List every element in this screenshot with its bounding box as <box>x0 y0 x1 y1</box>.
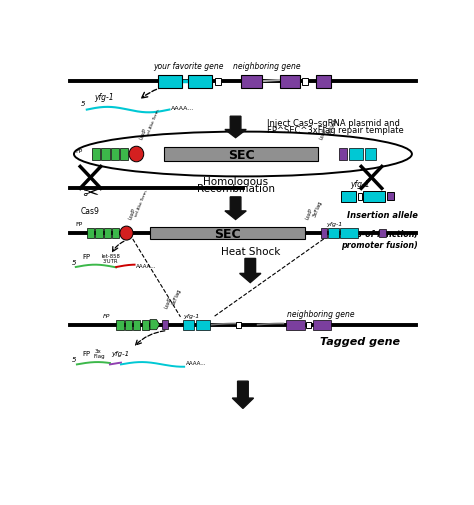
Text: (Loss-of function,: (Loss-of function, <box>338 230 418 239</box>
Text: Homologous: Homologous <box>203 176 268 186</box>
Text: AAAA...: AAAA... <box>171 106 194 111</box>
Text: Cas9: Cas9 <box>81 207 100 216</box>
Text: FP^SEC^3xFlag repair template: FP^SEC^3xFlag repair template <box>267 126 403 135</box>
Text: yfg-1: yfg-1 <box>110 350 129 356</box>
FancyBboxPatch shape <box>164 147 318 162</box>
Text: LoxP: LoxP <box>128 208 137 220</box>
Text: sel-Blst Term.: sel-Blst Term. <box>147 108 161 136</box>
FancyBboxPatch shape <box>349 149 364 161</box>
Text: LoxP: LoxP <box>138 127 147 140</box>
Text: Flag: Flag <box>94 354 106 359</box>
Text: Heat Shock: Heat Shock <box>220 246 280 256</box>
Text: AAAA...: AAAA... <box>186 360 207 365</box>
FancyBboxPatch shape <box>364 191 385 202</box>
Text: SEC: SEC <box>214 227 241 240</box>
FancyBboxPatch shape <box>120 149 128 161</box>
Text: 5: 5 <box>72 357 76 363</box>
Text: Insertion allele: Insertion allele <box>346 211 418 220</box>
FancyBboxPatch shape <box>316 75 331 88</box>
FancyArrow shape <box>232 381 254 409</box>
FancyBboxPatch shape <box>339 149 347 161</box>
FancyBboxPatch shape <box>188 75 212 88</box>
FancyBboxPatch shape <box>286 320 305 330</box>
Ellipse shape <box>74 132 412 177</box>
Text: Recombination: Recombination <box>197 184 274 194</box>
Text: yfg-1: yfg-1 <box>94 93 114 102</box>
Text: promoter fusion): promoter fusion) <box>341 241 418 249</box>
FancyBboxPatch shape <box>196 320 210 330</box>
Text: FP: FP <box>76 222 83 227</box>
Circle shape <box>129 147 144 163</box>
FancyBboxPatch shape <box>341 191 356 202</box>
Text: AAAA...: AAAA... <box>136 263 156 268</box>
Text: 3'UTR: 3'UTR <box>103 259 118 264</box>
Text: ✂: ✂ <box>82 184 99 203</box>
Text: FP: FP <box>82 350 90 356</box>
Text: neighboring gene: neighboring gene <box>287 309 355 318</box>
FancyBboxPatch shape <box>379 229 386 238</box>
Polygon shape <box>150 320 160 330</box>
FancyBboxPatch shape <box>357 193 362 200</box>
FancyBboxPatch shape <box>92 149 100 161</box>
Circle shape <box>120 227 133 241</box>
FancyBboxPatch shape <box>142 320 149 330</box>
FancyBboxPatch shape <box>110 149 119 161</box>
Text: 5: 5 <box>72 259 76 265</box>
FancyBboxPatch shape <box>313 320 331 330</box>
FancyBboxPatch shape <box>280 75 300 88</box>
Text: 3x: 3x <box>94 349 101 354</box>
Text: let-858: let-858 <box>101 254 120 259</box>
Text: LoxP: LoxP <box>164 296 173 309</box>
FancyArrow shape <box>225 117 246 138</box>
FancyBboxPatch shape <box>87 229 94 239</box>
Text: SEC: SEC <box>228 148 255 161</box>
Text: sel-Blst Term.: sel-Blst Term. <box>135 189 149 217</box>
Text: Inject Cas9–sgRNA plasmid and: Inject Cas9–sgRNA plasmid and <box>267 118 400 127</box>
Text: FP: FP <box>76 149 83 154</box>
Text: yfg-1: yfg-1 <box>351 179 370 188</box>
FancyBboxPatch shape <box>112 229 119 239</box>
FancyBboxPatch shape <box>236 322 241 328</box>
FancyBboxPatch shape <box>365 149 376 161</box>
FancyBboxPatch shape <box>101 149 109 161</box>
Text: Tagged gene: Tagged gene <box>320 336 401 346</box>
FancyBboxPatch shape <box>301 78 308 85</box>
Text: LoxP: LoxP <box>304 208 314 220</box>
Text: 3xFlag: 3xFlag <box>312 199 323 217</box>
Text: 3xFlag: 3xFlag <box>328 118 338 136</box>
FancyBboxPatch shape <box>387 192 393 201</box>
Text: 3xFlag: 3xFlag <box>171 287 182 306</box>
Text: 5: 5 <box>81 102 85 107</box>
FancyBboxPatch shape <box>150 228 305 239</box>
FancyBboxPatch shape <box>158 75 182 88</box>
FancyBboxPatch shape <box>125 320 132 330</box>
FancyArrow shape <box>240 259 261 283</box>
Text: LoxP: LoxP <box>319 127 328 140</box>
FancyBboxPatch shape <box>328 229 339 238</box>
FancyBboxPatch shape <box>241 75 263 88</box>
FancyBboxPatch shape <box>133 320 140 330</box>
FancyBboxPatch shape <box>162 321 168 329</box>
FancyBboxPatch shape <box>116 320 124 330</box>
FancyBboxPatch shape <box>215 78 221 85</box>
FancyBboxPatch shape <box>95 229 102 239</box>
Text: neighboring gene: neighboring gene <box>233 62 301 71</box>
FancyBboxPatch shape <box>340 229 358 238</box>
FancyBboxPatch shape <box>183 320 194 330</box>
FancyBboxPatch shape <box>321 229 328 238</box>
Text: yfg-1: yfg-1 <box>183 313 200 318</box>
FancyBboxPatch shape <box>306 322 310 328</box>
Text: your favorite gene: your favorite gene <box>153 62 224 71</box>
FancyArrow shape <box>225 197 246 220</box>
FancyBboxPatch shape <box>104 229 111 239</box>
Text: FP: FP <box>82 254 90 260</box>
Text: yfg-1: yfg-1 <box>327 222 343 227</box>
Text: FP: FP <box>103 313 111 318</box>
